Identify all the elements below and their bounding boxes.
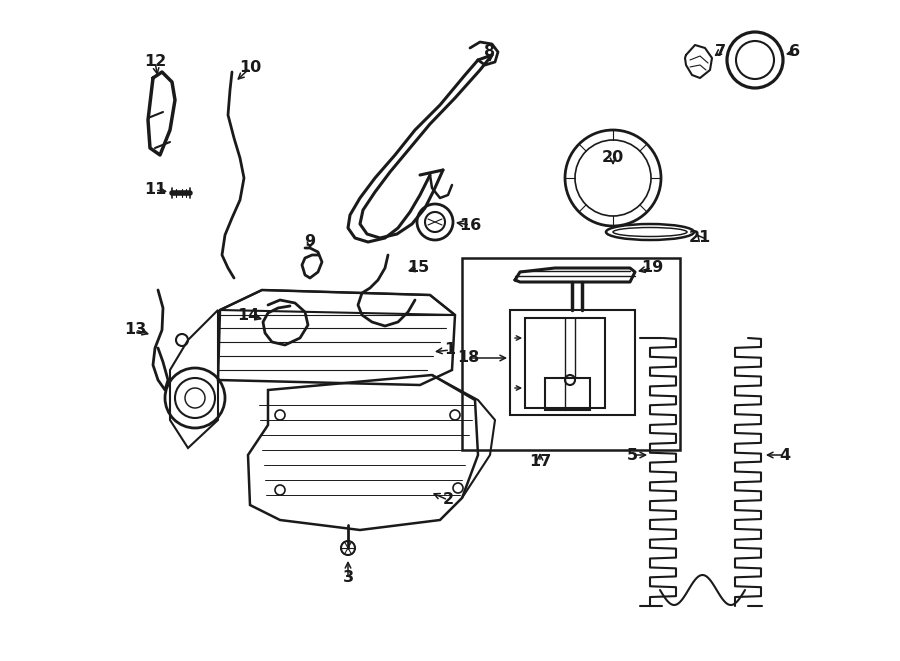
Text: 11: 11 [144,182,166,198]
Text: 17: 17 [529,455,551,469]
Text: 13: 13 [124,323,146,338]
Text: 21: 21 [688,231,711,245]
Text: 6: 6 [789,44,801,59]
Text: 14: 14 [237,307,259,323]
Text: 19: 19 [641,260,663,276]
Text: 12: 12 [144,54,166,69]
Text: 7: 7 [715,44,725,59]
Bar [525,318,605,408]
Text: 9: 9 [304,235,316,249]
Text: 10: 10 [238,61,261,75]
Text: 15: 15 [407,260,429,276]
Text: 5: 5 [626,447,637,463]
Text: 4: 4 [779,447,790,463]
Text: 3: 3 [342,570,354,586]
Text: 20: 20 [602,151,624,165]
Bar [510,310,635,415]
Text: 18: 18 [457,350,479,366]
Text: 2: 2 [443,492,454,508]
Text: 16: 16 [459,217,482,233]
Bar [462,258,680,450]
Bar [545,378,590,410]
Text: 1: 1 [445,342,455,358]
Text: 8: 8 [484,44,496,59]
